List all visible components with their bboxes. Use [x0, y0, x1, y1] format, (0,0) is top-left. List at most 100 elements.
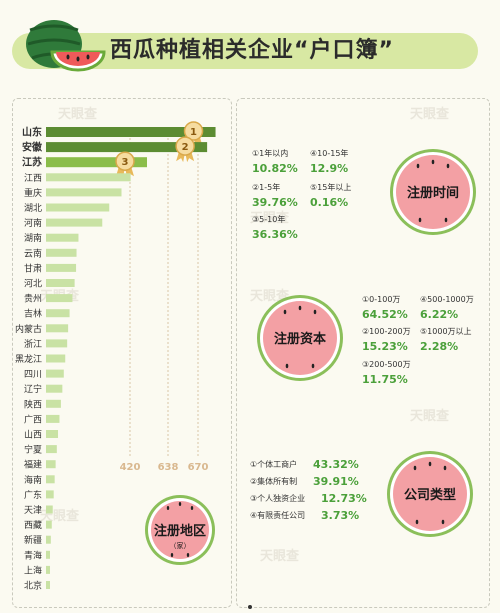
category-label: 内蒙古 [15, 323, 42, 335]
company-type-item-label: ③个人独资企业 [250, 493, 305, 503]
watermark-text: 天眼查 [260, 548, 300, 564]
bar-浙江 [46, 339, 68, 348]
bar-黑龙江 [46, 354, 66, 363]
bar-福建 [46, 460, 56, 469]
category-label: 黑龙江 [15, 353, 42, 365]
watermark-text: 天眼查 [250, 210, 290, 226]
reg-time-item-label: ②1-5年 [252, 182, 280, 192]
reg-capital-item-label: ①0-100万 [362, 295, 400, 304]
reg-capital-item-label: ⑤1000万以上 [420, 327, 472, 336]
company-type-item-pct: 43.32% [313, 458, 359, 471]
watermark-text: 天眼查 [410, 106, 450, 122]
category-label: 宁夏 [24, 444, 42, 456]
rank-number: 1 [190, 127, 197, 138]
category-label: 四川 [24, 370, 42, 380]
reg-time-item-pct: 0.16% [310, 196, 348, 209]
rank-number: 3 [122, 157, 129, 168]
category-label: 福建 [24, 459, 42, 471]
category-label: 山西 [24, 430, 42, 441]
bar-陕西 [46, 399, 61, 408]
bar-西藏 [46, 520, 52, 529]
bar-湖南 [46, 233, 79, 242]
region-melon-icon: 注册地区 （家） [145, 495, 215, 565]
bar-贵州 [46, 294, 73, 303]
bar-甘肃 [46, 263, 77, 272]
reg-time-item-label: ⑤15年以上 [310, 182, 351, 192]
page-title: 西瓜种植相关企业“户口簿” [110, 38, 394, 63]
rank-medal-icon: 2 [175, 136, 195, 163]
category-label: 辽宁 [24, 383, 42, 395]
category-label: 湖北 [24, 203, 42, 214]
bar-山东 [46, 127, 216, 137]
category-label: 陕西 [24, 398, 42, 410]
reg-capital-item-label: ④500-1000万 [420, 295, 474, 304]
category-label: 吉林 [24, 308, 42, 320]
category-label: 北京 [24, 580, 42, 592]
company-type-item-pct: 12.73% [321, 492, 367, 505]
region-unit: （家） [170, 541, 191, 550]
reg-time-item-pct: 12.9% [310, 162, 348, 175]
category-label: 重庆 [24, 187, 42, 199]
bar-广西 [46, 414, 60, 423]
company-type-section: 公司类型 ①个体工商户 43.32% ②集体所有制 39.91% ③个人独资企业… [250, 451, 473, 537]
category-label: 上海 [24, 564, 42, 576]
axis-value-670: 670 [188, 462, 209, 473]
company-type-item-label: ④有限责任公司 [250, 510, 305, 520]
bar-江苏 [46, 157, 148, 168]
bar-江西 [46, 173, 131, 182]
bar-广东 [46, 490, 54, 499]
bar-湖北 [46, 203, 110, 212]
category-label: 安徽 [22, 141, 43, 154]
category-label: 甘肃 [24, 262, 42, 274]
region-panel [12, 98, 232, 608]
category-label: 河南 [24, 217, 42, 229]
bar-内蒙古 [46, 324, 69, 333]
reg-capital-item-pct: 11.75% [362, 373, 408, 386]
reg-time-section: 注册时间 ①1年以内 10.82% ④10-15年 12.9% ②1-5年 39… [252, 148, 476, 241]
bar-四川 [46, 369, 64, 378]
bar-海南 [46, 475, 55, 484]
reg-capital-item-pct: 2.28% [420, 340, 458, 353]
reg-capital-section: 注册资本 ①0-100万 64.52% ④500-1000万 6.22% ②10… [257, 295, 474, 386]
category-label: 山东 [22, 126, 42, 139]
region-title: 注册地区 [154, 523, 206, 539]
bar-北京 [46, 581, 50, 589]
axis-value-420: 420 [120, 462, 141, 473]
watermark-text: 天眼查 [58, 106, 98, 122]
bar-山西 [46, 430, 59, 438]
company-type-item-pct: 3.73% [321, 509, 359, 522]
header: 西瓜种植相关企业“户口簿” [0, 0, 500, 86]
category-label: 贵州 [24, 293, 42, 305]
category-label: 湖南 [24, 232, 42, 244]
reg-time-melon-icon: 注册时间 [390, 149, 476, 235]
axis-value-638: 638 [158, 462, 179, 473]
reg-time-item-pct: 39.76% [252, 196, 298, 209]
reg-time-item-pct: 36.36% [252, 228, 298, 241]
reg-time-item-label: ④10-15年 [310, 148, 348, 158]
reg-time-item-pct: 10.82% [252, 162, 298, 175]
company-type-item-label: ②集体所有制 [250, 476, 297, 486]
bar-辽宁 [46, 384, 63, 393]
reg-capital-melon-icon: 注册资本 [257, 295, 343, 381]
category-label: 青海 [24, 549, 42, 561]
category-label: 海南 [24, 474, 42, 486]
rank-number: 2 [182, 142, 189, 153]
bar-安徽 [46, 142, 208, 153]
reg-capital-item-pct: 15.23% [362, 340, 408, 353]
reg-time-item-label: ①1年以内 [252, 148, 288, 158]
reg-time-title: 注册时间 [407, 185, 459, 201]
category-label: 浙江 [24, 338, 42, 350]
category-label: 西藏 [24, 519, 42, 531]
reg-time-item-label: ③5-10年 [252, 214, 285, 224]
bar-云南 [46, 248, 77, 257]
company-type-melon-icon: 公司类型 [387, 451, 473, 537]
company-type-item-pct: 39.91% [313, 475, 359, 488]
category-label: 广西 [24, 413, 42, 425]
region-bar-chart: 山东 1 安徽 2 江苏 3 江西重庆湖北河南湖南云南甘肃河北贵州吉林内蒙古浙江黑龙江四川辽… [15, 121, 216, 592]
bar-重庆 [46, 188, 122, 197]
category-label: 云南 [24, 247, 42, 259]
bar-宁夏 [46, 445, 57, 454]
company-type-title: 公司类型 [404, 487, 456, 503]
bar-天津 [46, 505, 53, 514]
